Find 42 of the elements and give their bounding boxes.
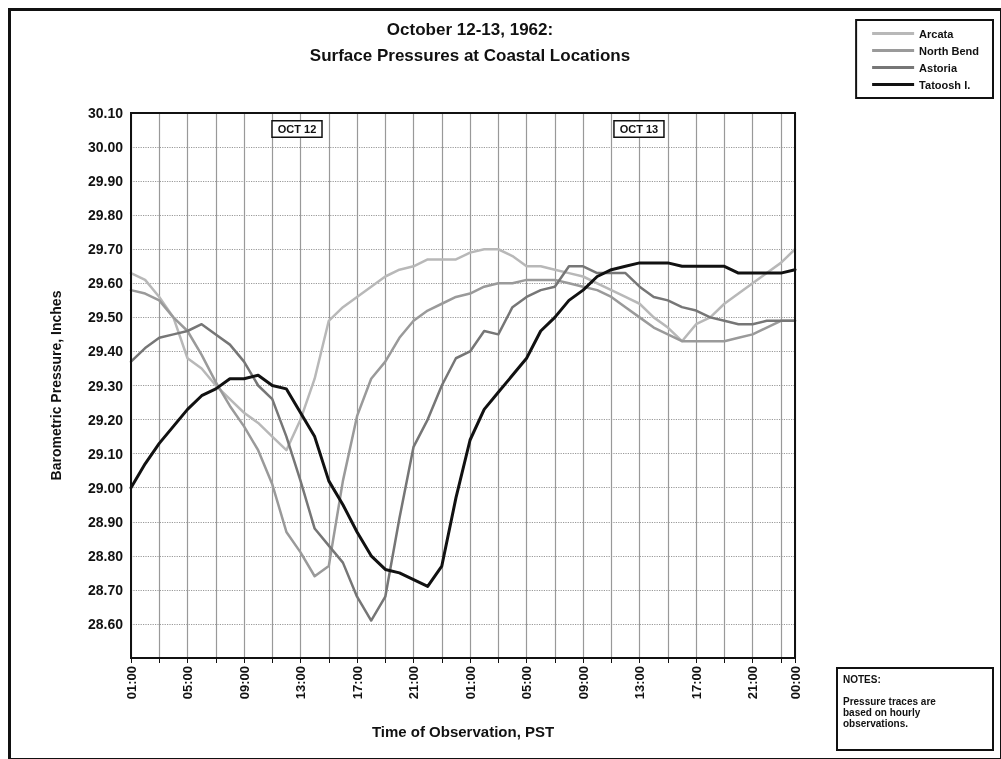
x-tick-label: 21:00 — [745, 666, 761, 700]
legend-label: Astoria — [919, 61, 958, 74]
x-tick-label: 17:00 — [688, 666, 704, 700]
y-tick-label: 28.80 — [87, 547, 124, 564]
chart-title: October 12-13, 1962: — [386, 20, 554, 39]
y-tick-label: 28.90 — [87, 513, 124, 530]
chart-subtitle: Surface Pressures at Coastal Locations — [309, 46, 631, 65]
y-tick-label: 29.70 — [87, 241, 124, 258]
x-tick-label: 05:00 — [519, 666, 535, 700]
y-tick-label: 29.60 — [87, 275, 124, 292]
legend-label: North Bend — [919, 44, 980, 57]
y-tick-label: 28.60 — [87, 615, 124, 632]
x-tick-label: 00:00 — [787, 666, 803, 700]
y-tick-label: 29.30 — [87, 377, 124, 394]
y-tick-label: 29.20 — [87, 411, 124, 428]
annotation: OCT 13 — [619, 123, 659, 135]
x-tick-label: 21:00 — [406, 666, 422, 700]
legend-label: Tatoosh I. — [919, 78, 971, 91]
annotation: OCT 12 — [277, 123, 317, 135]
y-tick-label: 30.00 — [87, 139, 124, 156]
x-axis-title: Time of Observation, PST — [371, 723, 555, 740]
y-tick-label: 29.50 — [87, 309, 124, 326]
line-series — [129, 248, 797, 452]
y-tick-label: 30.10 — [87, 105, 124, 121]
y-axis-title: Barometric Pressure, Inches — [48, 290, 64, 481]
x-tick-label: 01:00 — [123, 666, 139, 700]
x-tick-label: 13:00 — [632, 666, 648, 700]
y-tick-label: 29.80 — [87, 207, 124, 224]
y-tick-label: 28.70 — [87, 581, 124, 598]
y-tick-label: 29.40 — [87, 343, 124, 360]
text: Pressure traces are based on hourly observations. — [843, 696, 939, 729]
x-tick-label: 05:00 — [180, 666, 196, 700]
x-tick-label: 09:00 — [236, 666, 252, 700]
x-tick-label: 01:00 — [462, 666, 478, 700]
x-tick-label: 09:00 — [575, 666, 591, 700]
x-tick-label: 13:00 — [293, 666, 309, 700]
text: NOTES: — [843, 674, 881, 685]
y-tick-label: 29.10 — [87, 445, 124, 462]
legend-label: Arcata — [919, 27, 955, 40]
y-tick-label: 29.90 — [87, 173, 124, 190]
x-tick-label: 17:00 — [349, 666, 365, 700]
y-tick-label: 29.00 — [87, 479, 124, 496]
